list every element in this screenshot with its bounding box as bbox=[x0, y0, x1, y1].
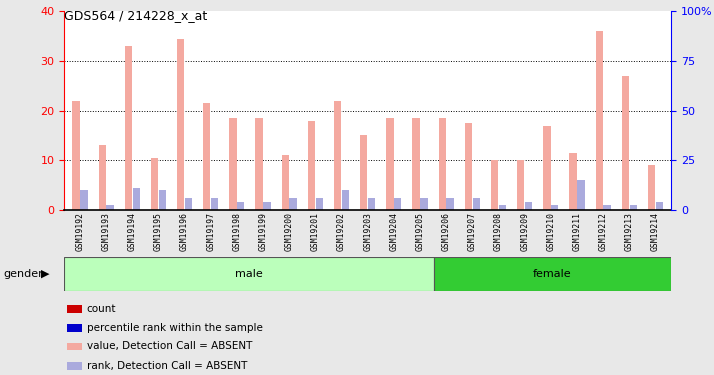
Bar bbox=[289, 198, 297, 210]
Bar bbox=[655, 202, 663, 210]
Bar bbox=[551, 205, 558, 210]
Bar bbox=[263, 202, 271, 210]
Text: percentile rank within the sample: percentile rank within the sample bbox=[86, 323, 263, 333]
Bar bbox=[125, 46, 132, 210]
Bar bbox=[525, 202, 532, 210]
Bar bbox=[67, 362, 82, 370]
Bar bbox=[203, 103, 211, 210]
Bar bbox=[595, 31, 603, 210]
Bar bbox=[499, 205, 506, 210]
Text: rank, Detection Call = ABSENT: rank, Detection Call = ABSENT bbox=[86, 361, 247, 371]
Bar bbox=[151, 158, 159, 210]
Text: female: female bbox=[533, 269, 572, 279]
Text: GSM19207: GSM19207 bbox=[468, 212, 477, 251]
Text: GSM19192: GSM19192 bbox=[76, 212, 84, 251]
Bar bbox=[473, 198, 480, 210]
Bar bbox=[281, 155, 289, 210]
Text: GSM19195: GSM19195 bbox=[154, 212, 163, 251]
Text: GSM19194: GSM19194 bbox=[128, 212, 137, 251]
Text: GSM19204: GSM19204 bbox=[389, 212, 398, 251]
Text: GSM19202: GSM19202 bbox=[337, 212, 346, 251]
Text: GSM19209: GSM19209 bbox=[521, 212, 529, 251]
Text: GSM19212: GSM19212 bbox=[598, 212, 608, 251]
Text: GSM19197: GSM19197 bbox=[206, 212, 215, 251]
Text: GDS564 / 214228_x_at: GDS564 / 214228_x_at bbox=[64, 9, 208, 22]
Bar bbox=[386, 118, 393, 210]
Bar bbox=[465, 123, 472, 210]
Bar bbox=[237, 202, 244, 210]
Bar bbox=[491, 160, 498, 210]
Bar bbox=[433, 257, 671, 291]
Bar bbox=[211, 198, 218, 210]
Text: GSM19205: GSM19205 bbox=[416, 212, 425, 251]
Bar bbox=[185, 198, 192, 210]
Text: ▶: ▶ bbox=[41, 269, 50, 279]
Bar bbox=[256, 118, 263, 210]
Text: GSM19196: GSM19196 bbox=[180, 212, 189, 251]
Bar bbox=[316, 198, 323, 210]
Bar bbox=[543, 126, 550, 210]
Bar bbox=[413, 118, 420, 210]
Bar bbox=[106, 205, 114, 210]
Bar bbox=[394, 198, 401, 210]
Bar bbox=[99, 146, 106, 210]
Text: GSM19211: GSM19211 bbox=[573, 212, 581, 251]
Bar bbox=[360, 135, 368, 210]
Bar bbox=[67, 305, 82, 313]
Bar bbox=[334, 101, 341, 210]
Text: GSM19198: GSM19198 bbox=[233, 212, 241, 251]
Text: GSM19213: GSM19213 bbox=[625, 212, 634, 251]
Bar bbox=[368, 198, 376, 210]
Text: GSM19201: GSM19201 bbox=[311, 212, 320, 251]
Bar bbox=[342, 190, 349, 210]
Bar bbox=[229, 118, 236, 210]
Text: male: male bbox=[235, 269, 263, 279]
Bar bbox=[421, 198, 428, 210]
Bar bbox=[438, 118, 446, 210]
Bar bbox=[648, 165, 655, 210]
Bar bbox=[64, 257, 433, 291]
Text: GSM19214: GSM19214 bbox=[651, 212, 660, 251]
Bar bbox=[517, 160, 524, 210]
Text: GSM19206: GSM19206 bbox=[442, 212, 451, 251]
Text: count: count bbox=[86, 304, 116, 314]
Bar bbox=[67, 343, 82, 350]
Bar bbox=[177, 39, 184, 210]
Bar bbox=[577, 180, 585, 210]
Text: GSM19203: GSM19203 bbox=[363, 212, 372, 251]
Bar bbox=[569, 153, 577, 210]
Bar bbox=[133, 188, 140, 210]
Bar bbox=[80, 190, 88, 210]
Bar bbox=[308, 121, 315, 210]
Text: GSM19208: GSM19208 bbox=[494, 212, 503, 251]
Bar bbox=[67, 324, 82, 332]
Bar bbox=[630, 205, 637, 210]
Bar bbox=[72, 101, 80, 210]
Text: GSM19210: GSM19210 bbox=[546, 212, 555, 251]
Text: GSM19193: GSM19193 bbox=[101, 212, 111, 251]
Bar bbox=[446, 198, 454, 210]
Text: GSM19200: GSM19200 bbox=[285, 212, 293, 251]
Bar bbox=[622, 76, 629, 210]
Text: gender: gender bbox=[4, 269, 44, 279]
Bar bbox=[603, 205, 610, 210]
Bar bbox=[159, 190, 166, 210]
Text: GSM19199: GSM19199 bbox=[258, 212, 268, 251]
Text: value, Detection Call = ABSENT: value, Detection Call = ABSENT bbox=[86, 342, 252, 351]
